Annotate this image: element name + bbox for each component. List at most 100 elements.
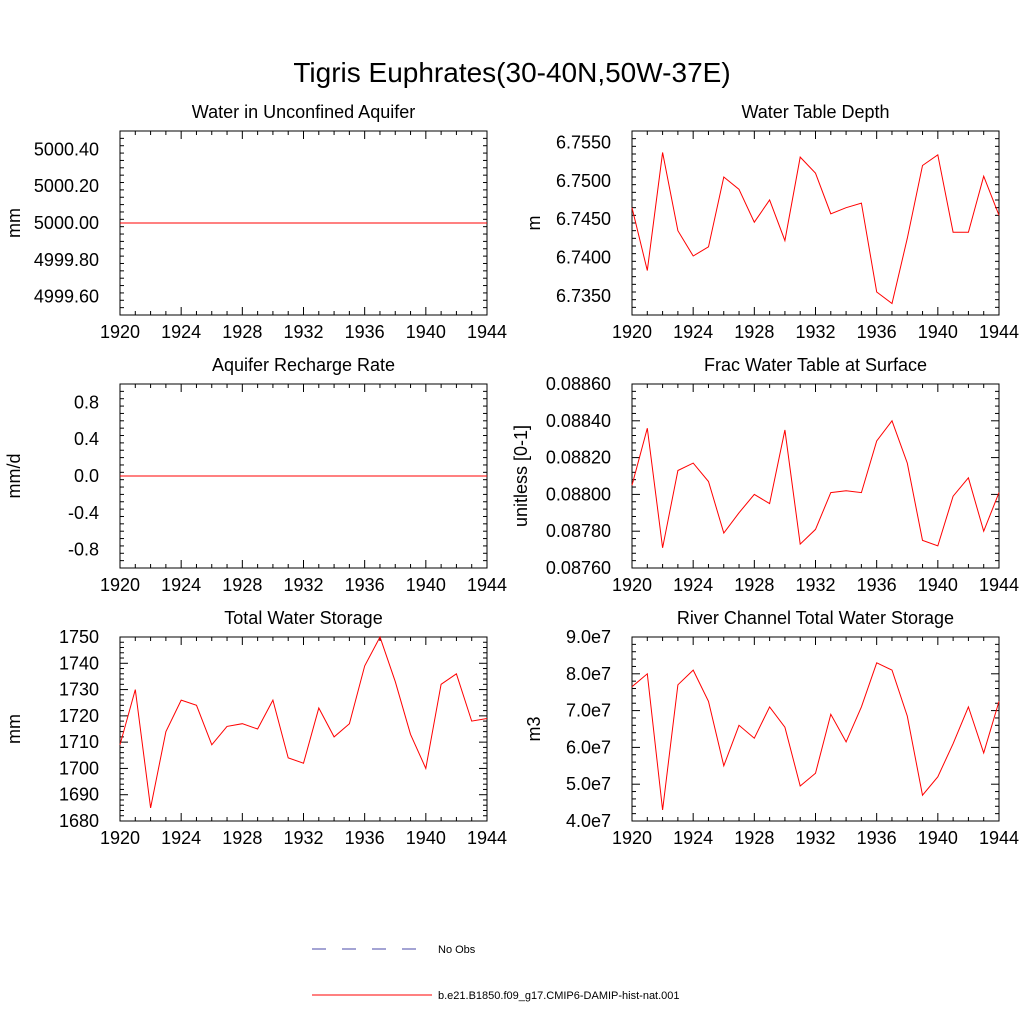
panel-1: Water Table Depth m 1920 1924 1928 1932 1936 19… — [524, 102, 1019, 342]
x-tick-label: 1920 — [100, 575, 140, 595]
panel-title: Water in Unconfined Aquifer — [192, 102, 415, 122]
y-tick-label: 6.7450 — [556, 209, 611, 229]
x-tick-label: 1936 — [345, 575, 385, 595]
y-tick-label: 0.08780 — [546, 521, 611, 541]
legend-label-model: b.e21.B1850.f09_g17.CMIP6-DAMIP-hist-nat… — [438, 990, 680, 1002]
y-tick-label: 9.0e7 — [566, 627, 611, 647]
plot-frame — [631, 130, 1000, 316]
x-tick-label: 1932 — [283, 322, 323, 342]
series-line — [631, 419, 1000, 548]
y-tick-label: 1690 — [59, 785, 99, 805]
y-tick-label: 0.4 — [74, 429, 99, 449]
x-tick-label: 1932 — [283, 575, 323, 595]
legend: No Obs b.e21.B1850.f09_g17.CMIP6-DAMIP-h… — [312, 944, 680, 1002]
y-tick-label: 7.0e7 — [566, 701, 611, 721]
y-tick-label: 5000.20 — [34, 176, 99, 196]
y-tick-label: 5000.00 — [34, 213, 99, 233]
panel-2: Aquifer Recharge Rate mm/d 1920 1924 1928 193… — [4, 355, 507, 595]
y-tick-label: 0.08760 — [546, 558, 611, 578]
y-tick-label: -0.8 — [68, 540, 99, 560]
y-tick-label: 1710 — [59, 732, 99, 752]
y-tick-label: 1680 — [59, 811, 99, 831]
x-tick-label: 1940 — [406, 828, 446, 848]
x-tick-label: 1944 — [979, 828, 1019, 848]
x-tick-label: 1940 — [406, 322, 446, 342]
y-axis-label: mm — [4, 714, 24, 744]
x-tick-label: 1924 — [161, 322, 201, 342]
x-tick-label: 1924 — [673, 575, 713, 595]
y-tick-label: 0.08820 — [546, 448, 611, 468]
plot-frame — [631, 383, 1000, 569]
x-tick-label: 1936 — [857, 575, 897, 595]
x-tick-label: 1936 — [857, 322, 897, 342]
x-tick-label: 1940 — [406, 575, 446, 595]
y-tick-label: 6.7350 — [556, 286, 611, 306]
x-tick-label: 1928 — [222, 575, 262, 595]
x-tick-label: 1940 — [918, 828, 958, 848]
figure-title: Tigris Euphrates(30-40N,50W-37E) — [293, 57, 730, 88]
x-tick-label: 1936 — [857, 828, 897, 848]
y-tick-label: 0.8 — [74, 392, 99, 412]
y-tick-label: 0.08860 — [546, 374, 611, 394]
x-tick-label: 1924 — [161, 575, 201, 595]
x-tick-label: 1928 — [734, 575, 774, 595]
y-axis-label: m3 — [524, 716, 544, 741]
series-line — [119, 635, 488, 808]
y-tick-label: -0.4 — [68, 503, 99, 523]
plot-frame — [119, 636, 488, 822]
y-tick-label: 4999.60 — [34, 287, 99, 307]
x-tick-label: 1924 — [161, 828, 201, 848]
plot-frame — [631, 636, 1000, 822]
y-tick-label: 1740 — [59, 653, 99, 673]
panel-title: Frac Water Table at Surface — [704, 355, 927, 375]
y-axis-label: unitless [0-1] — [511, 425, 531, 527]
x-tick-label: 1924 — [673, 828, 713, 848]
x-tick-label: 1944 — [467, 322, 507, 342]
x-tick-label: 1932 — [795, 575, 835, 595]
x-tick-label: 1920 — [100, 322, 140, 342]
panel-title: River Channel Total Water Storage — [677, 608, 954, 628]
y-tick-label: 1750 — [59, 627, 99, 647]
x-tick-label: 1940 — [918, 575, 958, 595]
x-tick-label: 1944 — [979, 575, 1019, 595]
x-tick-label: 1940 — [918, 322, 958, 342]
x-tick-label: 1944 — [467, 575, 507, 595]
y-tick-label: 1700 — [59, 758, 99, 778]
x-tick-label: 1932 — [795, 828, 835, 848]
y-tick-label: 1730 — [59, 680, 99, 700]
y-axis-label: m — [524, 216, 544, 231]
y-tick-label: 6.7500 — [556, 171, 611, 191]
x-tick-label: 1928 — [734, 828, 774, 848]
y-tick-label: 4999.80 — [34, 250, 99, 270]
y-tick-label: 4.0e7 — [566, 811, 611, 831]
y-tick-label: 6.0e7 — [566, 737, 611, 757]
x-tick-label: 1944 — [979, 322, 1019, 342]
x-tick-label: 1944 — [467, 828, 507, 848]
panel-0: Water in Unconfined Aquifer mm 1920 1924 192… — [4, 102, 507, 342]
x-tick-label: 1920 — [612, 322, 652, 342]
panel-title: Total Water Storage — [224, 608, 382, 628]
x-tick-label: 1920 — [612, 575, 652, 595]
panel-4: Total Water Storage mm 1920 1924 1928 1932 193… — [4, 608, 507, 848]
series-line — [631, 152, 1000, 305]
y-tick-label: 0.08800 — [546, 484, 611, 504]
series-line — [631, 662, 1000, 811]
y-tick-label: 5.0e7 — [566, 774, 611, 794]
x-tick-label: 1928 — [222, 322, 262, 342]
y-tick-label: 0.08840 — [546, 411, 611, 431]
x-tick-label: 1928 — [222, 828, 262, 848]
x-tick-label: 1932 — [795, 322, 835, 342]
y-tick-label: 6.7550 — [556, 133, 611, 153]
y-tick-label: 6.7400 — [556, 248, 611, 268]
panel-3: Frac Water Table at Surface unitless [0-1… — [511, 355, 1019, 595]
y-axis-label: mm/d — [4, 454, 24, 499]
y-tick-label: 8.0e7 — [566, 664, 611, 684]
panel-title: Water Table Depth — [741, 102, 889, 122]
x-tick-label: 1936 — [345, 828, 385, 848]
x-tick-label: 1924 — [673, 322, 713, 342]
y-tick-label: 1720 — [59, 706, 99, 726]
panel-5: River Channel Total Water Storage m3 1920 1… — [524, 608, 1019, 848]
legend-label-no-obs: No Obs — [438, 944, 476, 956]
x-tick-label: 1932 — [283, 828, 323, 848]
